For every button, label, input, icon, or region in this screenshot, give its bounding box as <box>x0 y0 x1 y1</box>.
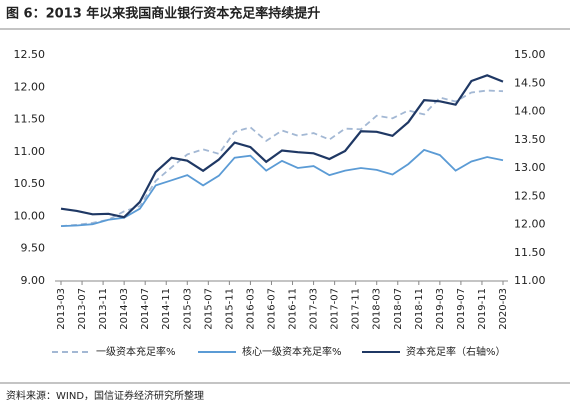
x-tick-label: 2014-11 <box>161 288 172 330</box>
y2-tick-label: 12.00 <box>514 218 546 231</box>
y-tick-label: 11.00 <box>14 145 46 158</box>
y2-tick-label: 15.00 <box>514 48 546 61</box>
y-tick-label: 10.50 <box>14 177 46 190</box>
y2-tick-label: 14.00 <box>514 105 546 118</box>
x-tick-label: 2017-07 <box>330 288 341 330</box>
y2-tick-label: 12.50 <box>514 189 546 202</box>
x-tick-label: 2019-11 <box>477 288 488 330</box>
x-tick-label: 2018-03 <box>372 288 383 330</box>
x-tick-label: 2015-11 <box>224 288 235 330</box>
x-tick-label: 2014-03 <box>119 288 130 330</box>
x-tick-label: 2017-11 <box>351 288 362 330</box>
legend-label: 核心一级资本充足率% <box>242 345 342 358</box>
legend-label: 一级资本充足率% <box>96 345 176 358</box>
y-tick-label: 12.00 <box>14 80 46 93</box>
x-tick-label: 2016-11 <box>288 288 299 330</box>
chart-title: 图 6：2013 年以来我国商业银行资本充足率持续提升 <box>6 6 320 22</box>
x-tick-label: 2013-07 <box>77 288 88 330</box>
y-tick-label: 9.00 <box>21 274 46 287</box>
legend-label: 资本充足率（右轴%） <box>406 345 506 358</box>
series-line <box>60 89 504 227</box>
y-tick-label: 9.50 <box>21 242 46 255</box>
y-tick-label: 12.50 <box>14 48 46 61</box>
source-note: 资料来源：WIND，国信证券经济研究所整理 <box>6 389 204 402</box>
x-tick-label: 2017-03 <box>309 288 320 330</box>
x-tick-label: 2013-11 <box>98 288 109 330</box>
x-tick-label: 2019-03 <box>435 288 446 330</box>
x-tick-label: 2015-03 <box>182 288 193 330</box>
x-tick-label: 2018-07 <box>393 288 404 330</box>
y2-tick-label: 14.50 <box>514 76 546 89</box>
x-tick-label: 2015-07 <box>203 288 214 330</box>
y2-tick-label: 11.00 <box>514 274 546 287</box>
y2-tick-label: 11.50 <box>514 246 546 259</box>
y2-tick-label: 13.00 <box>514 161 546 174</box>
y-tick-label: 10.00 <box>14 209 46 222</box>
y2-tick-label: 13.50 <box>514 133 546 146</box>
x-tick-label: 2019-07 <box>456 288 467 330</box>
x-tick-label: 2018-11 <box>414 288 425 330</box>
x-tick-label: 2014-07 <box>140 288 151 330</box>
series-line <box>60 74 504 219</box>
x-tick-label: 2016-07 <box>266 288 277 330</box>
x-tick-label: 2016-03 <box>245 288 256 330</box>
x-tick-label: 2013-03 <box>56 288 67 330</box>
x-tick-label: 2020-03 <box>498 288 509 330</box>
y-tick-label: 11.50 <box>14 113 46 126</box>
series-line <box>60 148 504 227</box>
